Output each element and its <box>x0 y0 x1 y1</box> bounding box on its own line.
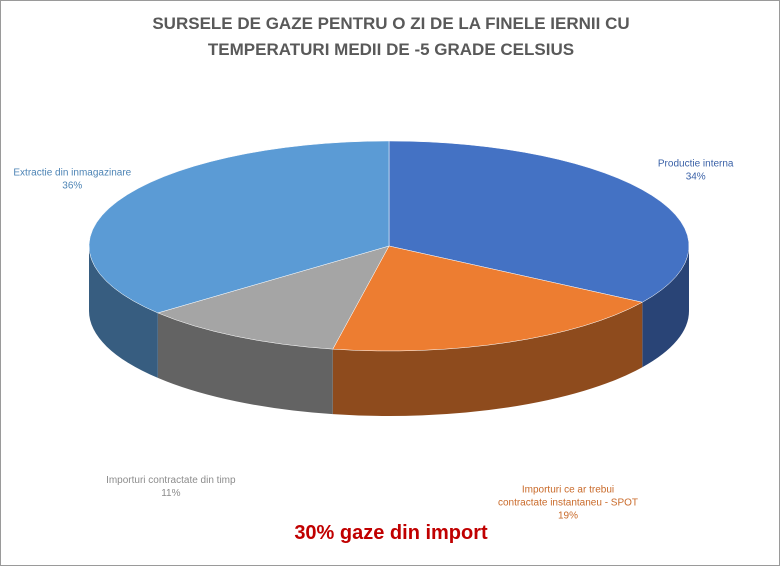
category-label: Importuri ce ar trebui contractate instan… <box>498 484 638 508</box>
category-label: Productie interna <box>658 159 734 170</box>
value-label: 11% <box>161 488 180 499</box>
value-label: 34% <box>686 172 706 183</box>
chart-title: SURSELE DE GAZE PENTRU O ZI DE LA FINELE… <box>152 14 630 59</box>
slice <box>388 140 690 303</box>
value-label: 19% <box>558 510 578 521</box>
category-label: Extractie din inmagazinare <box>13 168 131 179</box>
data-label: Importuri ce ar trebui contractate instan… <box>498 484 638 521</box>
slice <box>88 140 390 314</box>
data-label: Extractie din inmagazinare 36% <box>13 168 131 192</box>
slice-side <box>89 246 158 378</box>
slice-side <box>157 312 333 415</box>
slice-side <box>642 246 689 368</box>
category-label-line: contractate instantaneu - SPOT <box>498 497 638 508</box>
category-label-line: Importuri ce ar trebui <box>522 484 614 495</box>
slice <box>157 245 390 350</box>
slice-side <box>332 302 643 416</box>
category-label: Importuri contractate din timp <box>106 475 236 486</box>
data-label: Productie interna 34% <box>658 159 734 183</box>
slice <box>332 245 643 352</box>
annotation: 30% gaze din import <box>294 522 488 544</box>
value-label: 36% <box>62 181 82 192</box>
data-label: Importuri contractate din timp 11% <box>106 475 236 499</box>
